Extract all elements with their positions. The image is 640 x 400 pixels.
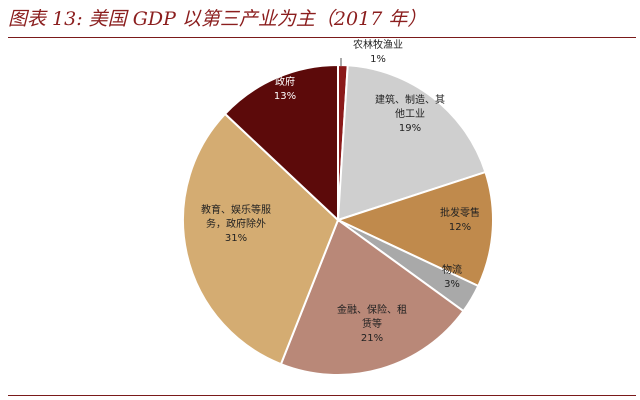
slice-label: 批发零售 12% — [440, 206, 480, 233]
figure-title: 图表 13: 美国 GDP 以第三产业为主（2017 年） — [8, 8, 427, 30]
pie-slice — [279, 218, 465, 376]
slice-label: 农林牧渔业 1% — [353, 38, 403, 65]
pie-labels: 农林牧渔业 1% 建筑、制造、其他工业 19% 批发零售 12% 物流 3% 金融、保险、租赁等… — [201, 38, 480, 344]
title-rule — [8, 37, 636, 38]
slice-label: 建筑、制造、其他工业 19% — [375, 93, 445, 134]
pie-slice — [336, 64, 487, 222]
pie-slice — [335, 170, 494, 288]
footer-rule — [8, 395, 636, 396]
pie-slices — [182, 63, 494, 376]
slice-label: 政府 13% — [274, 75, 296, 102]
slice-label: 金融、保险、租赁等 21% — [337, 303, 407, 344]
pie-slice — [223, 63, 339, 223]
slice-label: 教育、娱乐等服务，政府除外 31% — [201, 203, 271, 244]
slice-label: 物流 3% — [442, 263, 462, 290]
pie-slice — [182, 112, 340, 366]
